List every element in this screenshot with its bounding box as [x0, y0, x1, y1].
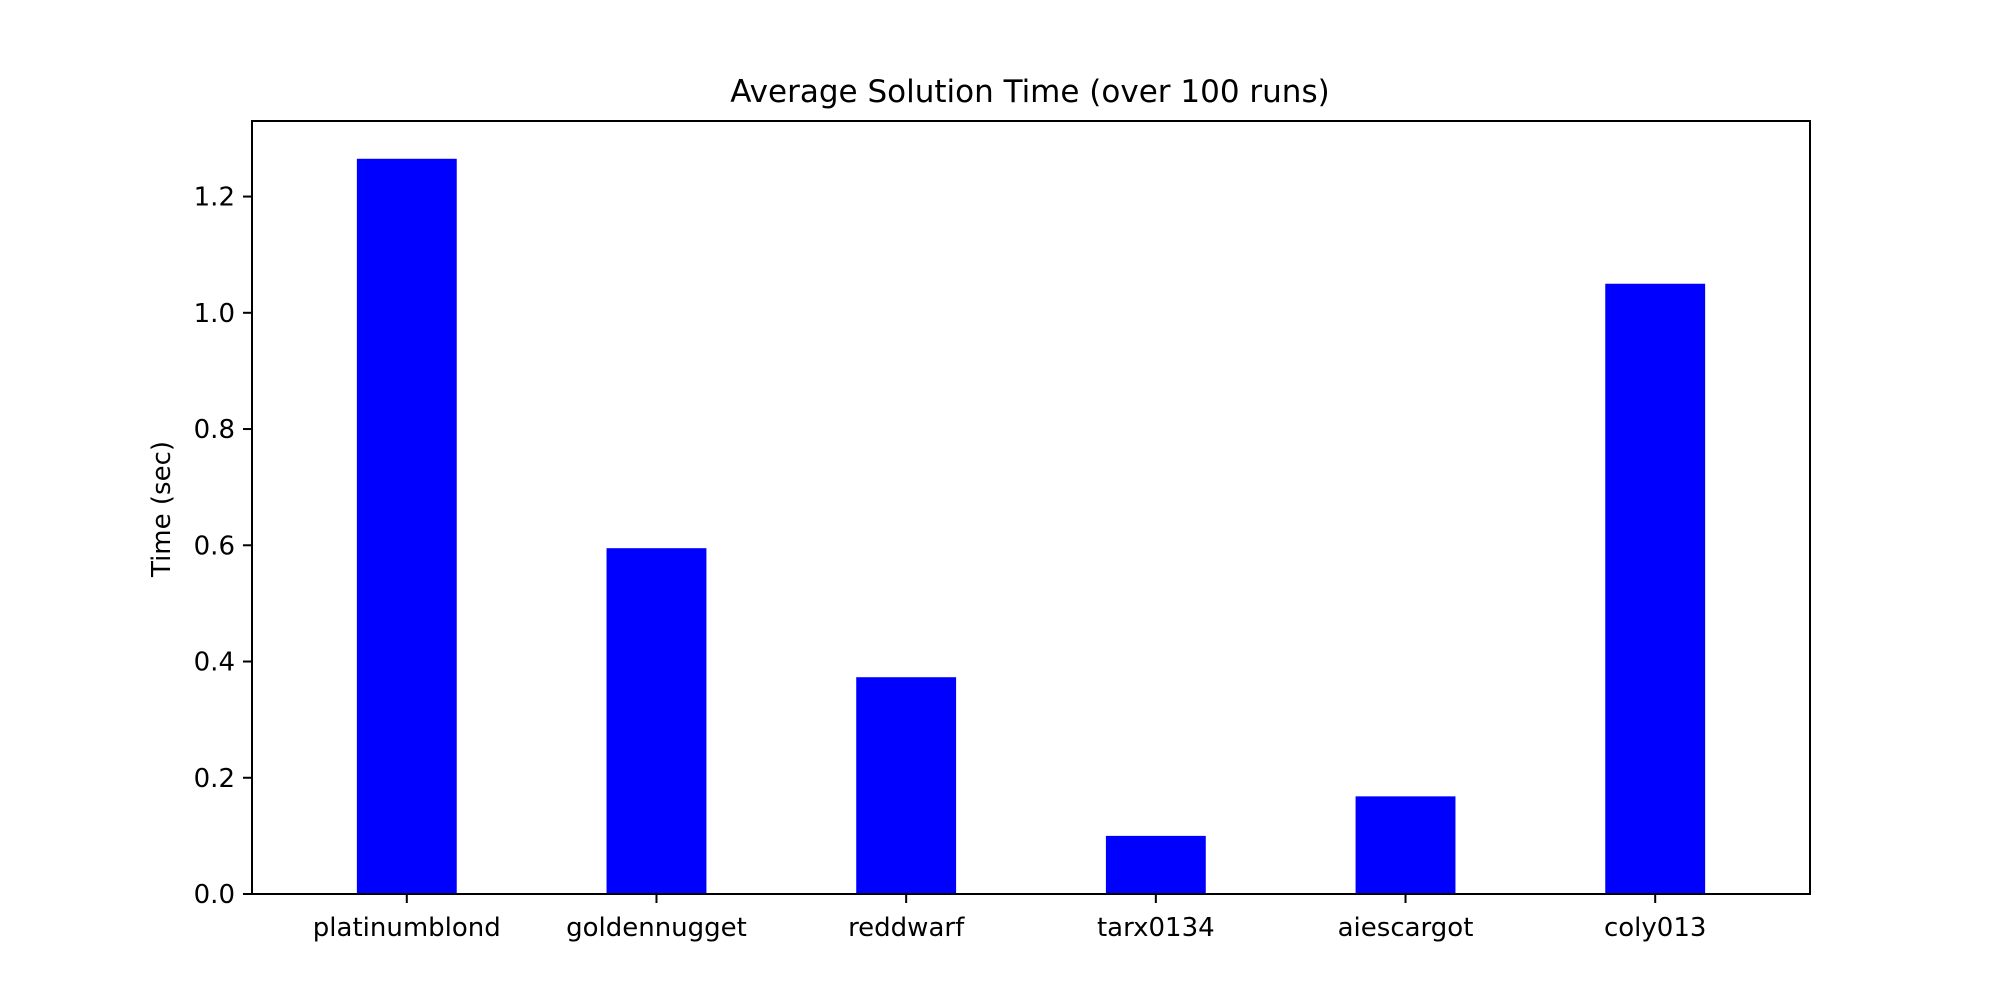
y-axis-label: Time (sec) [147, 441, 177, 578]
x-tick-label: coly013 [1604, 913, 1706, 943]
bar-reddwarf [856, 677, 957, 894]
y-tick-label: 1.2 [194, 183, 235, 213]
chart-title: Average Solution Time (over 100 runs) [730, 74, 1329, 110]
bars-group [356, 158, 1706, 895]
x-tick-label: tarx0134 [1097, 913, 1215, 943]
y-tick-label: 0.2 [194, 764, 235, 794]
x-tick-label: platinumblond [313, 913, 501, 943]
bar-platinumblond [356, 158, 457, 894]
y-tick-label: 0.8 [194, 415, 235, 445]
bar-goldennugget [606, 548, 707, 894]
x-tick-label: aiescargot [1338, 913, 1474, 943]
y-tick-label: 0.0 [194, 880, 235, 910]
y-tick-label: 0.4 [194, 648, 235, 678]
y-tick-label: 1.0 [194, 299, 235, 329]
bar-aiescargot [1355, 796, 1456, 894]
plot-area-frame [251, 120, 1811, 895]
bar-coly013 [1605, 283, 1706, 895]
x-axis-ticks: platinumblond goldennugget reddwarf tarx013… [313, 894, 1706, 943]
bar-tarx0134 [1105, 835, 1206, 894]
x-tick-label: reddwarf [848, 913, 965, 943]
y-tick-label: 0.6 [194, 531, 235, 561]
y-axis-ticks: 0.0 0.2 0.4 0.6 0.8 1.0 1.2 [194, 183, 252, 910]
x-tick-label: goldennugget [566, 913, 747, 943]
